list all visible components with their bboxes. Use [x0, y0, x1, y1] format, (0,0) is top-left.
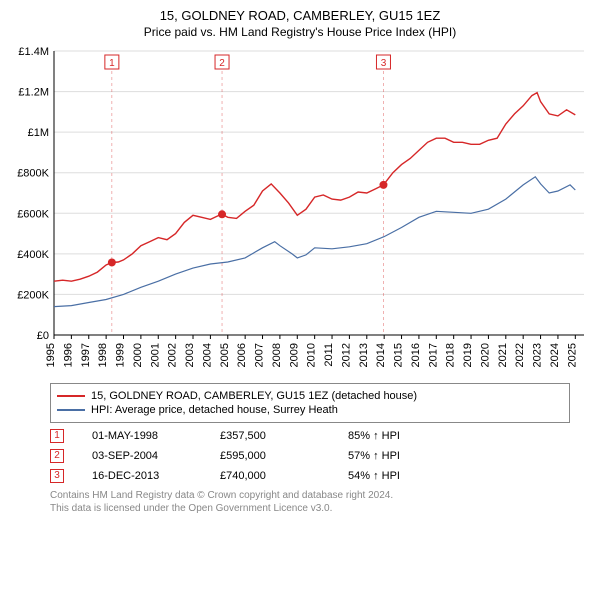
xtick-label: 2011 — [323, 343, 335, 367]
xtick-label: 2013 — [358, 343, 370, 367]
xtick-label: 2017 — [427, 343, 439, 367]
footer-line1: Contains HM Land Registry data © Crown c… — [50, 489, 570, 502]
sale-date-1: 01-MAY-1998 — [92, 430, 192, 442]
sale-pct-3: 54% ↑ HPI — [348, 470, 448, 482]
legend: 15, GOLDNEY ROAD, CAMBERLEY, GU15 1EZ (d… — [50, 383, 570, 423]
xtick-label: 2014 — [375, 343, 387, 367]
legend-swatch-0 — [57, 395, 85, 397]
sale-dot-2 — [218, 210, 226, 218]
sale-points-table: 1 01-MAY-1998 £357,500 85% ↑ HPI 2 03-SEP-200… — [50, 429, 570, 483]
ytick-label: £800K — [17, 168, 49, 180]
sale-price-2: £595,000 — [220, 450, 320, 462]
xtick-label: 2009 — [288, 343, 300, 367]
xtick-label: 2015 — [393, 343, 405, 367]
chart-svg: £0 £200K £400K £600K £800K £1M £1.2M £1.4M 1995 1… — [10, 45, 590, 375]
xtick-label: 2005 — [219, 343, 231, 367]
sale-box-label-3: 3 — [381, 58, 387, 69]
sale-row-3: 3 16-DEC-2013 £740,000 54% ↑ HPI — [50, 469, 570, 483]
xtick-label: 2025 — [566, 343, 578, 367]
chart-area: £0 £200K £400K £600K £800K £1M £1.2M £1.4M 1995 1… — [10, 45, 590, 375]
sale-pct-2: 57% ↑ HPI — [348, 450, 448, 462]
xtick-label: 2010 — [306, 343, 318, 367]
xtick-label: 2021 — [497, 343, 509, 367]
ytick-label: £1.4M — [18, 46, 49, 58]
legend-label-1: HPI: Average price, detached house, Surr… — [91, 404, 338, 416]
ytick-label: £600K — [17, 208, 49, 220]
footer-line2: This data is licensed under the Open Gov… — [50, 502, 570, 515]
sale-price-1: £357,500 — [220, 430, 320, 442]
xtick-label: 2001 — [149, 343, 161, 367]
sale-row-marker-1: 1 — [50, 429, 64, 443]
sale-dot-1 — [108, 258, 116, 266]
xtick-label: 2018 — [445, 343, 457, 367]
xtick-label: 2003 — [184, 343, 196, 367]
footer-attribution: Contains HM Land Registry data © Crown c… — [50, 489, 570, 515]
legend-label-0: 15, GOLDNEY ROAD, CAMBERLEY, GU15 1EZ (d… — [91, 390, 417, 402]
ytick-label: £1.2M — [18, 86, 49, 98]
xtick-label: 2022 — [514, 343, 526, 367]
xtick-label: 2006 — [236, 343, 248, 367]
xtick-label: 2002 — [167, 343, 179, 367]
sale-row-marker-2: 2 — [50, 449, 64, 463]
xtick-label: 1999 — [115, 343, 127, 367]
sale-box-label-2: 2 — [219, 58, 225, 69]
ytick-label: £200K — [17, 289, 49, 301]
ytick-label: £1M — [28, 127, 49, 139]
xtick-label: 2016 — [410, 343, 422, 367]
chart-subtitle: Price paid vs. HM Land Registry's House … — [10, 25, 590, 39]
xtick-label: 2004 — [201, 343, 213, 367]
xtick-label: 1995 — [45, 343, 57, 367]
xtick-label: 2012 — [340, 343, 352, 367]
legend-row-0: 15, GOLDNEY ROAD, CAMBERLEY, GU15 1EZ (d… — [57, 390, 563, 402]
series-line-1 — [54, 177, 575, 307]
sale-box-label-1: 1 — [109, 58, 115, 69]
legend-swatch-1 — [57, 409, 85, 411]
xtick-label: 1998 — [97, 343, 109, 367]
sale-price-3: £740,000 — [220, 470, 320, 482]
legend-row-1: HPI: Average price, detached house, Surr… — [57, 404, 563, 416]
chart-title: 15, GOLDNEY ROAD, CAMBERLEY, GU15 1EZ — [10, 8, 590, 25]
ytick-label: £400K — [17, 249, 49, 261]
xtick-label: 2020 — [479, 343, 491, 367]
sale-dot-3 — [379, 181, 387, 189]
xtick-label: 2000 — [132, 343, 144, 367]
sale-date-2: 03-SEP-2004 — [92, 450, 192, 462]
xtick-label: 2024 — [549, 343, 561, 367]
sale-pct-1: 85% ↑ HPI — [348, 430, 448, 442]
sale-row-marker-3: 3 — [50, 469, 64, 483]
xtick-label: 2019 — [462, 343, 474, 367]
ytick-label: £0 — [37, 330, 49, 342]
sale-row-2: 2 03-SEP-2004 £595,000 57% ↑ HPI — [50, 449, 570, 463]
sale-date-3: 16-DEC-2013 — [92, 470, 192, 482]
xtick-label: 2007 — [254, 343, 266, 367]
xtick-label: 2008 — [271, 343, 283, 367]
xtick-label: 1997 — [80, 343, 92, 367]
xtick-label: 2023 — [532, 343, 544, 367]
sale-row-1: 1 01-MAY-1998 £357,500 85% ↑ HPI — [50, 429, 570, 443]
series-line-0 — [54, 92, 575, 281]
xtick-label: 1996 — [62, 343, 74, 367]
